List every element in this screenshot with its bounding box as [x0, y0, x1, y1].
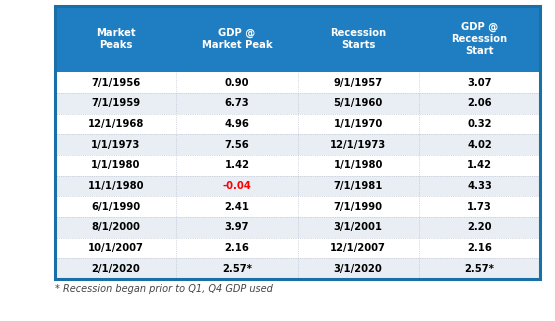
Text: 0.90: 0.90	[225, 78, 249, 88]
Text: GDP @
Recession
Start: GDP @ Recession Start	[451, 22, 507, 56]
Text: 1.42: 1.42	[224, 160, 249, 170]
Text: 3.07: 3.07	[467, 78, 492, 88]
Text: 4.02: 4.02	[467, 140, 492, 150]
Text: 0.32: 0.32	[467, 119, 492, 129]
Text: 6/1/1990: 6/1/1990	[91, 202, 140, 212]
Text: 1/1/1980: 1/1/1980	[334, 160, 383, 170]
Text: 3.97: 3.97	[225, 222, 249, 232]
Text: 4.33: 4.33	[467, 181, 492, 191]
Text: 1/1/1980: 1/1/1980	[91, 160, 140, 170]
Text: 2.57*: 2.57*	[222, 264, 252, 274]
Bar	[55, 217, 540, 238]
Text: 7/1/1959: 7/1/1959	[91, 98, 140, 108]
Text: 1/1/1973: 1/1/1973	[91, 140, 140, 150]
Bar	[55, 6, 540, 279]
Bar	[55, 6, 540, 72]
Text: Market
Peaks: Market Peaks	[96, 28, 135, 50]
Bar	[55, 155, 540, 176]
Text: 7/1/1981: 7/1/1981	[334, 181, 383, 191]
Bar	[55, 93, 540, 114]
Text: 11/1/1980: 11/1/1980	[87, 181, 144, 191]
Text: 10/1/2007: 10/1/2007	[88, 243, 144, 253]
Text: 12/1/1968: 12/1/1968	[88, 119, 144, 129]
Text: 5/1/1960: 5/1/1960	[334, 98, 383, 108]
Text: Recession
Starts: Recession Starts	[330, 28, 386, 50]
Text: 7/1/1956: 7/1/1956	[91, 78, 140, 88]
Bar	[55, 72, 540, 93]
Text: 2.20: 2.20	[467, 222, 492, 232]
Bar	[55, 196, 540, 217]
Text: 7/1/1990: 7/1/1990	[334, 202, 382, 212]
Text: 8/1/2000: 8/1/2000	[91, 222, 140, 232]
Bar	[55, 258, 540, 279]
Text: 12/1/2007: 12/1/2007	[330, 243, 386, 253]
Text: 6.73: 6.73	[225, 98, 249, 108]
Text: 7.56: 7.56	[225, 140, 249, 150]
Text: 2.16: 2.16	[224, 243, 249, 253]
Text: 1.73: 1.73	[467, 202, 492, 212]
Text: 2.16: 2.16	[467, 243, 492, 253]
Text: 4.96: 4.96	[224, 119, 249, 129]
Text: 1/1/1970: 1/1/1970	[334, 119, 383, 129]
Text: 3/1/2001: 3/1/2001	[334, 222, 382, 232]
Bar	[55, 114, 540, 134]
Text: 2.57*: 2.57*	[465, 264, 495, 274]
Bar	[55, 134, 540, 155]
Text: 9/1/1957: 9/1/1957	[334, 78, 383, 88]
Text: 2.41: 2.41	[224, 202, 249, 212]
Text: * Recession began prior to Q1, Q4 GDP used: * Recession began prior to Q1, Q4 GDP us…	[55, 284, 273, 294]
Text: 12/1/1973: 12/1/1973	[330, 140, 386, 150]
Bar	[55, 176, 540, 196]
Text: 1.42: 1.42	[467, 160, 492, 170]
Text: 3/1/2020: 3/1/2020	[334, 264, 382, 274]
Text: 2/1/2020: 2/1/2020	[91, 264, 140, 274]
Text: 2.06: 2.06	[467, 98, 492, 108]
Text: -0.04: -0.04	[223, 181, 251, 191]
Text: GDP @
Market Peak: GDP @ Market Peak	[201, 28, 272, 50]
Bar	[55, 238, 540, 258]
